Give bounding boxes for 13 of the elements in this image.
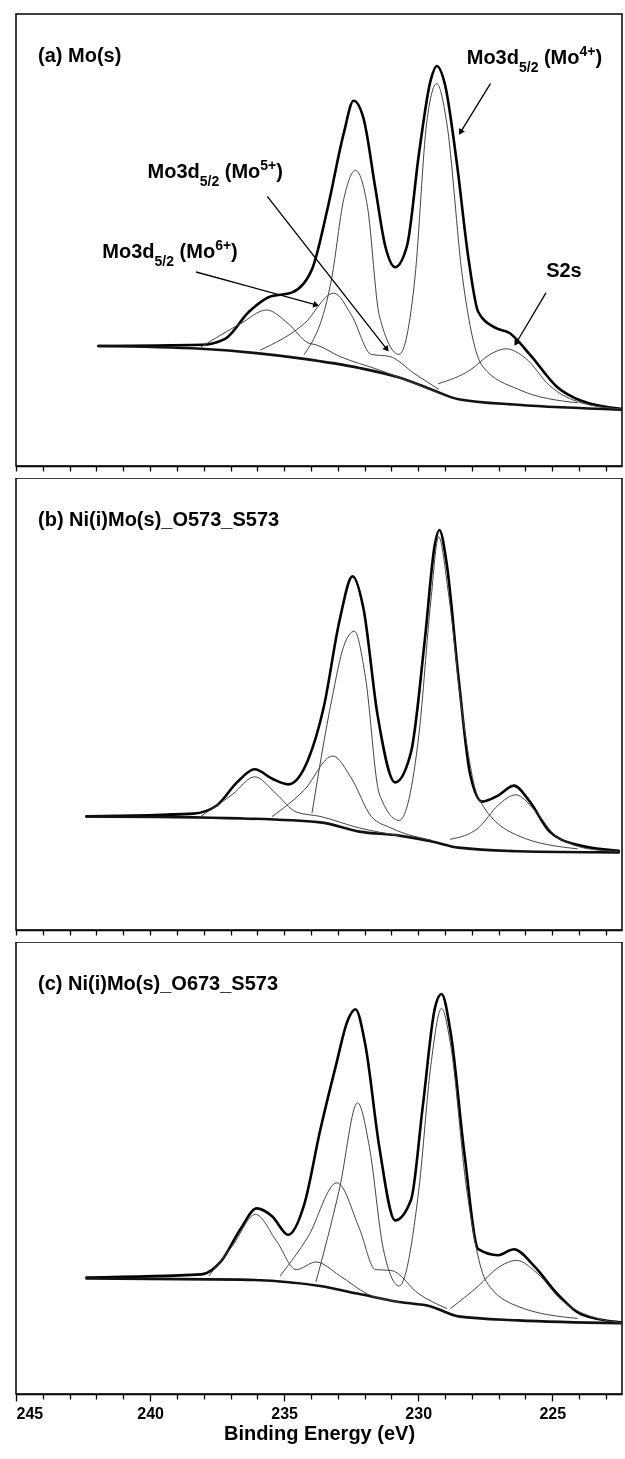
annotation: Mo3d$_{5/2}$ (Mo$^{5+}$) (147, 157, 283, 190)
chart-title: (c) Ni(i)Mo(s)_O673_S573 (38, 972, 279, 994)
x-tick-label: 245 (16, 1404, 44, 1422)
annotation: Mo3d$_{5/2}$ (Mo$^{6+}$) (102, 237, 238, 269)
x-tick-label: 235 (271, 1404, 299, 1422)
chart-title: (a) Mo(s) (38, 44, 122, 66)
x-tick-label: 225 (539, 1404, 567, 1422)
annotation: S2s (546, 258, 582, 281)
x-tick-label: 240 (137, 1404, 165, 1422)
chart-title: (b) Ni(i)Mo(s)_O573_S573 (38, 508, 280, 530)
annotation: Mo3d$_{5/2}$ (Mo$^{4+}$) (466, 42, 603, 75)
x-tick-label: 230 (405, 1404, 433, 1422)
x-axis-title: Binding Energy (eV) (223, 1421, 416, 1444)
